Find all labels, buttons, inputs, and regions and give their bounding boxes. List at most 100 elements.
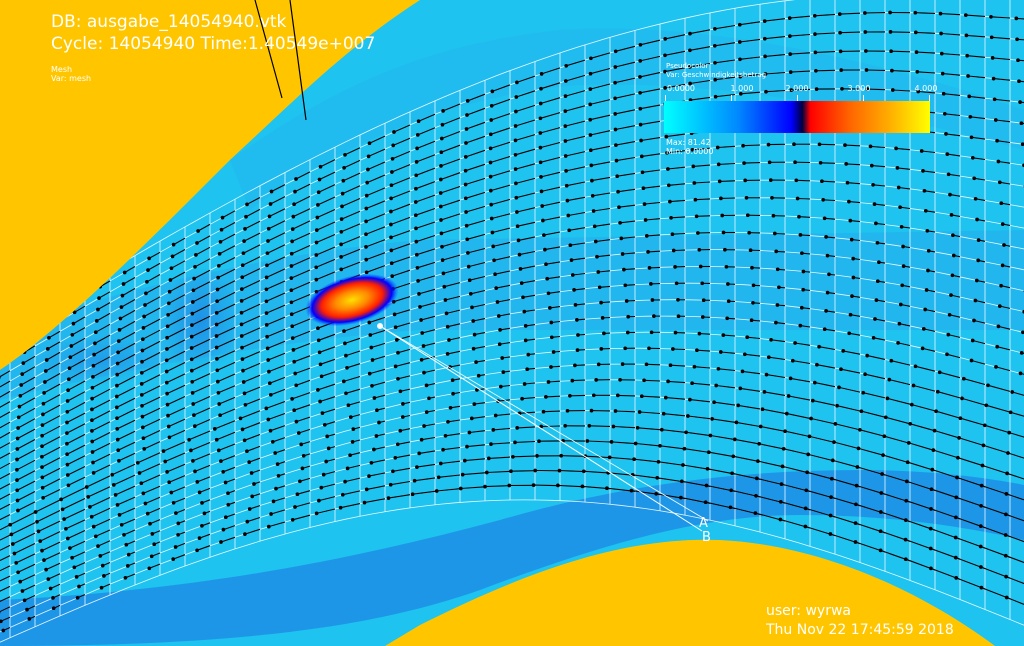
velocity-vector-head xyxy=(760,407,765,412)
velocity-vector-head xyxy=(941,91,946,96)
velocity-vector-head xyxy=(290,397,294,401)
velocity-vector-head xyxy=(838,49,843,54)
velocity-vector xyxy=(117,430,136,441)
velocity-vector-head xyxy=(642,202,647,206)
velocity-vector-head xyxy=(743,178,748,183)
velocity-vector xyxy=(344,147,361,156)
velocity-vector-head xyxy=(242,239,246,243)
velocity-vector xyxy=(715,76,736,81)
velocity-vector-head xyxy=(366,167,370,172)
velocity-vector xyxy=(0,442,11,453)
velocity-vector-head xyxy=(364,257,369,262)
velocity-vector-head xyxy=(51,596,55,600)
colorbar-tick-mark xyxy=(731,95,732,101)
velocity-vector-head xyxy=(193,264,197,269)
velocity-vector xyxy=(91,432,111,442)
velocity-vector-head xyxy=(989,14,993,19)
velocity-vector xyxy=(391,177,411,186)
velocity-vector-head xyxy=(861,390,866,395)
velocity-vector-head xyxy=(855,465,860,469)
velocity-vector xyxy=(441,227,461,234)
velocity-vector xyxy=(840,368,861,374)
velocity-vector xyxy=(417,275,436,282)
velocity-vector xyxy=(971,359,986,365)
velocity-vector-head xyxy=(514,95,519,99)
velocity-vector-head xyxy=(754,476,759,481)
velocity-vector xyxy=(922,170,936,173)
velocity-vector xyxy=(468,261,486,268)
velocity-vector-head xyxy=(314,253,319,257)
velocity-vector xyxy=(241,303,261,314)
velocity-vector xyxy=(169,282,186,293)
velocity-vector xyxy=(73,316,86,325)
velocity-vector-head xyxy=(827,272,831,277)
velocity-vector xyxy=(39,531,61,542)
velocity-vector-head xyxy=(115,383,119,388)
velocity-vector-head xyxy=(165,324,170,329)
velocity-vector-head xyxy=(737,40,742,44)
velocity-vector-head xyxy=(642,378,646,383)
velocity-vector-head xyxy=(848,312,853,317)
cross-section-start-marker[interactable] xyxy=(377,323,383,329)
velocity-vector-head xyxy=(126,552,131,557)
velocity-vector xyxy=(891,70,911,72)
velocity-vector xyxy=(521,280,536,284)
velocity-vector-head xyxy=(267,369,271,374)
velocity-vector-head xyxy=(398,428,403,433)
velocity-vector-head xyxy=(801,287,806,292)
velocity-vector xyxy=(873,184,886,187)
velocity-vector-head xyxy=(916,89,921,94)
velocity-vector xyxy=(565,74,586,82)
velocity-vector xyxy=(390,216,411,226)
velocity-vector-head xyxy=(390,156,395,161)
velocity-vector xyxy=(640,120,661,126)
velocity-vector xyxy=(365,239,386,248)
velocity-vector-head xyxy=(270,439,275,444)
velocity-vector xyxy=(24,345,36,353)
velocity-vector xyxy=(672,348,686,351)
velocity-vector-head xyxy=(21,361,26,365)
velocity-vector-head xyxy=(293,189,297,194)
velocity-vector xyxy=(418,288,436,295)
velocity-vector-head xyxy=(617,205,621,210)
velocity-vector-head xyxy=(771,213,776,218)
velocity-vector-head xyxy=(564,183,569,188)
velocity-vector-head xyxy=(214,322,219,327)
velocity-vector-head xyxy=(486,456,491,461)
velocity-vector xyxy=(266,280,286,290)
velocity-vector-head xyxy=(139,382,144,386)
velocity-vector xyxy=(293,195,311,205)
velocity-vector xyxy=(397,441,411,445)
velocity-vector xyxy=(786,413,811,419)
velocity-vector xyxy=(617,394,636,397)
velocity-vector xyxy=(294,502,311,508)
velocity-vector-head xyxy=(881,453,885,457)
velocity-vector-head xyxy=(666,167,670,171)
velocity-vector xyxy=(0,606,11,613)
velocity-vector-head xyxy=(807,434,812,439)
velocity-vector xyxy=(421,436,436,441)
velocity-vector-head xyxy=(267,381,272,386)
velocity-vector xyxy=(820,162,836,164)
velocity-vector-head xyxy=(853,540,858,544)
velocity-vector-head xyxy=(484,470,489,475)
velocity-vector-head xyxy=(214,345,219,350)
velocity-vector-head xyxy=(731,454,736,459)
velocity-vector xyxy=(142,329,161,340)
velocity-vector xyxy=(141,352,161,363)
velocity-vector-head xyxy=(15,436,20,441)
velocity-vector-head xyxy=(42,391,46,395)
velocity-vector xyxy=(994,98,1011,102)
velocity-vector-head xyxy=(494,286,499,290)
blue-zone-bank xyxy=(30,335,170,385)
velocity-vector-head xyxy=(723,247,727,252)
velocity-vector xyxy=(121,299,136,308)
velocity-vector-head xyxy=(837,12,842,16)
velocity-vector-head xyxy=(663,86,667,90)
velocity-vector xyxy=(443,268,461,274)
velocity-vector-head xyxy=(91,374,95,379)
velocity-vector-head xyxy=(624,299,629,303)
velocity-vector xyxy=(142,407,161,418)
